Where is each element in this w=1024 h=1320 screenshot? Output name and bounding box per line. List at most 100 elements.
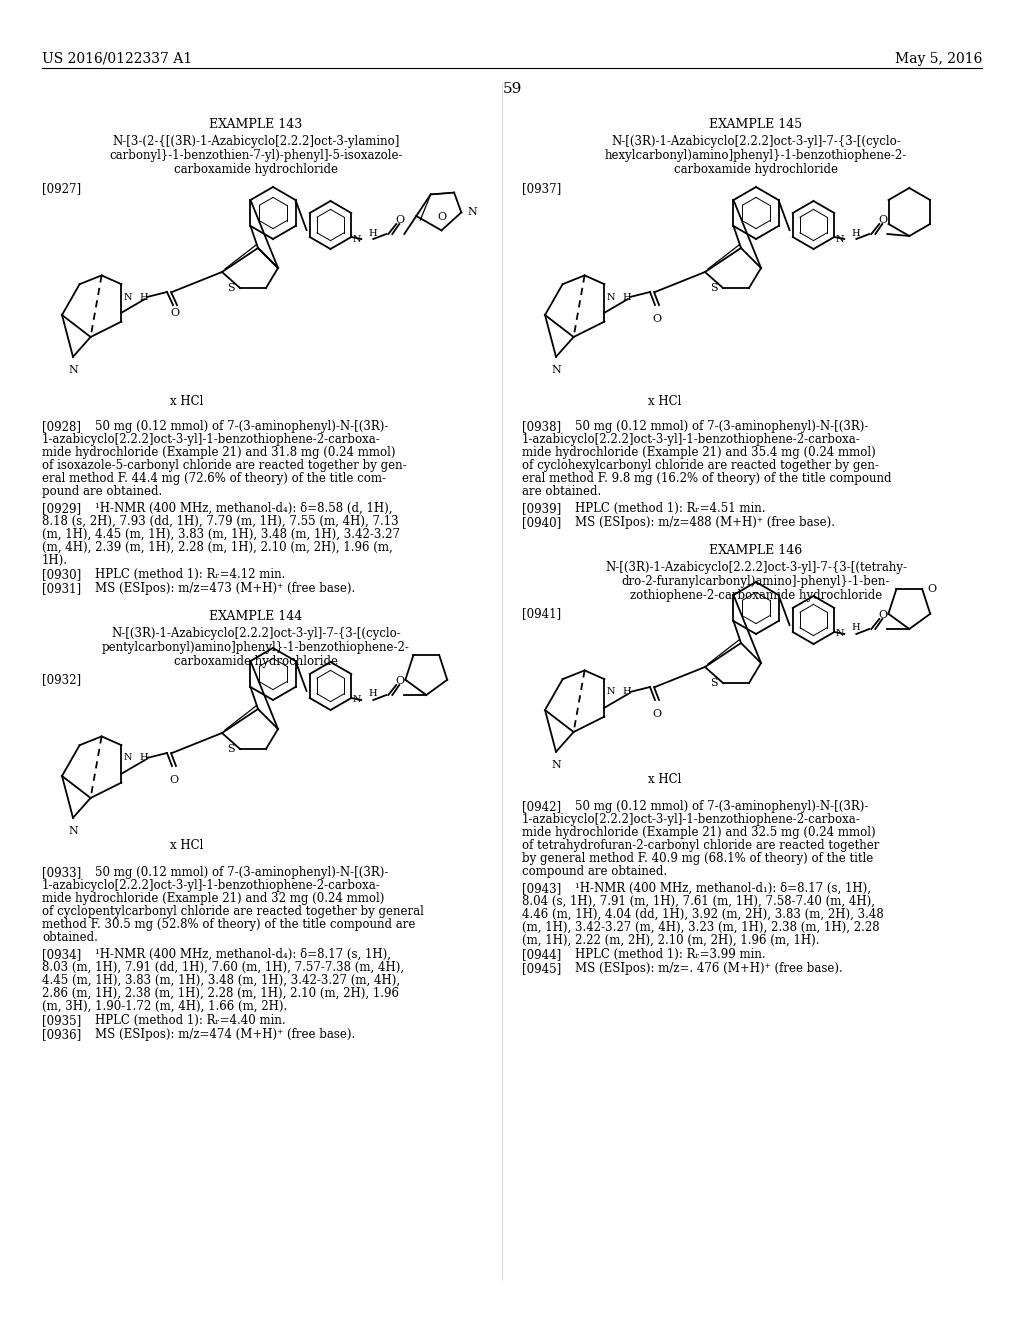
Text: carboxamide hydrochloride: carboxamide hydrochloride [174, 162, 338, 176]
Text: 50 mg (0.12 mmol) of 7-(3-aminophenyl)-N-[(3R)-: 50 mg (0.12 mmol) of 7-(3-aminophenyl)-N… [575, 420, 868, 433]
Text: compound are obtained.: compound are obtained. [522, 865, 667, 878]
Text: (m, 1H), 3.42-3.27 (m, 4H), 3.23 (m, 1H), 2.38 (m, 1H), 2.28: (m, 1H), 3.42-3.27 (m, 4H), 3.23 (m, 1H)… [522, 921, 880, 935]
Text: [0930]: [0930] [42, 568, 81, 581]
Text: EXAMPLE 144: EXAMPLE 144 [209, 610, 303, 623]
Text: (m, 3H), 1.90-1.72 (m, 4H), 1.66 (m, 2H).: (m, 3H), 1.90-1.72 (m, 4H), 1.66 (m, 2H)… [42, 1001, 288, 1012]
Text: S: S [227, 282, 234, 293]
Text: O: O [437, 213, 446, 222]
Text: method F. 30.5 mg (52.8% of theory) of the title compound are: method F. 30.5 mg (52.8% of theory) of t… [42, 917, 416, 931]
Text: N: N [467, 207, 477, 218]
Text: N: N [353, 696, 361, 705]
Text: [0945]: [0945] [522, 962, 561, 975]
Text: US 2016/0122337 A1: US 2016/0122337 A1 [42, 51, 193, 66]
Text: EXAMPLE 146: EXAMPLE 146 [710, 544, 803, 557]
Text: ¹H-NMR (400 MHz, methanol-d₄): δ=8.17 (s, 1H),: ¹H-NMR (400 MHz, methanol-d₄): δ=8.17 (s… [95, 948, 391, 961]
Text: N: N [69, 826, 78, 836]
Text: mide hydrochloride (Example 21) and 35.4 mg (0.24 mmol): mide hydrochloride (Example 21) and 35.4… [522, 446, 876, 459]
Text: O: O [170, 308, 179, 318]
Text: carboxamide hydrochloride: carboxamide hydrochloride [174, 655, 338, 668]
Text: 8.04 (s, 1H), 7.91 (m, 1H), 7.61 (m, 1H), 7.58-7.40 (m, 4H),: 8.04 (s, 1H), 7.91 (m, 1H), 7.61 (m, 1H)… [522, 895, 874, 908]
Text: of cyclopentylcarbonyl chloride are reacted together by general: of cyclopentylcarbonyl chloride are reac… [42, 906, 424, 917]
Text: 4.46 (m, 1H), 4.04 (dd, 1H), 3.92 (m, 2H), 3.83 (m, 2H), 3.48: 4.46 (m, 1H), 4.04 (dd, 1H), 3.92 (m, 2H… [522, 908, 884, 921]
Text: of cyclohexylcarbonyl chloride are reacted together by gen-: of cyclohexylcarbonyl chloride are react… [522, 459, 879, 473]
Text: eral method F. 9.8 mg (16.2% of theory) of the title compound: eral method F. 9.8 mg (16.2% of theory) … [522, 473, 892, 484]
Text: [0935]: [0935] [42, 1014, 81, 1027]
Text: H: H [622, 293, 631, 301]
Text: zothiophene-2-carboxamide hydrochloride: zothiophene-2-carboxamide hydrochloride [630, 589, 882, 602]
Text: HPLC (method 1): Rᵣ=3.99 min.: HPLC (method 1): Rᵣ=3.99 min. [575, 948, 766, 961]
Text: (m, 1H), 2.22 (m, 2H), 2.10 (m, 2H), 1.96 (m, 1H).: (m, 1H), 2.22 (m, 2H), 2.10 (m, 2H), 1.9… [522, 935, 819, 946]
Text: x HCl: x HCl [170, 840, 204, 851]
Text: 1-azabicyclo[2.2.2]oct-3-yl]-1-benzothiophene-2-carboxa-: 1-azabicyclo[2.2.2]oct-3-yl]-1-benzothio… [522, 813, 861, 826]
Text: [0927]: [0927] [42, 182, 81, 195]
Text: carboxamide hydrochloride: carboxamide hydrochloride [674, 162, 838, 176]
Text: 1-azabicyclo[2.2.2]oct-3-yl]-1-benzothiophene-2-carboxa-: 1-azabicyclo[2.2.2]oct-3-yl]-1-benzothio… [522, 433, 861, 446]
Text: 8.03 (m, 1H), 7.91 (dd, 1H), 7.60 (m, 1H), 7.57-7.38 (m, 4H),: 8.03 (m, 1H), 7.91 (dd, 1H), 7.60 (m, 1H… [42, 961, 404, 974]
Text: 1-azabicyclo[2.2.2]oct-3-yl]-1-benzothiophene-2-carboxa-: 1-azabicyclo[2.2.2]oct-3-yl]-1-benzothio… [42, 879, 381, 892]
Text: [0940]: [0940] [522, 516, 561, 529]
Text: O: O [879, 215, 888, 224]
Text: N: N [836, 630, 845, 639]
Text: EXAMPLE 143: EXAMPLE 143 [209, 117, 303, 131]
Text: [0938]: [0938] [522, 420, 561, 433]
Text: are obtained.: are obtained. [522, 484, 601, 498]
Text: N-[(3R)-1-Azabicyclo[2.2.2]oct-3-yl]-7-{3-[(cyclo-: N-[(3R)-1-Azabicyclo[2.2.2]oct-3-yl]-7-{… [611, 135, 901, 148]
Text: N-[(3R)-1-Azabicyclo[2.2.2]oct-3-yl]-7-{3-[(tetrahy-: N-[(3R)-1-Azabicyclo[2.2.2]oct-3-yl]-7-{… [605, 561, 907, 574]
Text: x HCl: x HCl [648, 774, 681, 785]
Text: 50 mg (0.12 mmol) of 7-(3-aminophenyl)-N-[(3R)-: 50 mg (0.12 mmol) of 7-(3-aminophenyl)-N… [575, 800, 868, 813]
Text: N-[(3R)-1-Azabicyclo[2.2.2]oct-3-yl]-7-{3-[(cyclo-: N-[(3R)-1-Azabicyclo[2.2.2]oct-3-yl]-7-{… [112, 627, 400, 640]
Text: carbonyl}-1-benzothien-7-yl)-phenyl]-5-isoxazole-: carbonyl}-1-benzothien-7-yl)-phenyl]-5-i… [110, 149, 402, 162]
Text: 50 mg (0.12 mmol) of 7-(3-aminophenyl)-N-[(3R)-: 50 mg (0.12 mmol) of 7-(3-aminophenyl)-N… [95, 420, 388, 433]
Text: N-[3-(2-{[(3R)-1-Azabicyclo[2.2.2]oct-3-ylamino]: N-[3-(2-{[(3R)-1-Azabicyclo[2.2.2]oct-3-… [113, 135, 399, 148]
Text: N: N [836, 235, 845, 243]
Text: mide hydrochloride (Example 21) and 31.8 mg (0.24 mmol): mide hydrochloride (Example 21) and 31.8… [42, 446, 395, 459]
Text: [0934]: [0934] [42, 948, 81, 961]
Text: H: H [851, 228, 860, 238]
Text: [0933]: [0933] [42, 866, 81, 879]
Text: HPLC (method 1): Rᵣ=4.51 min.: HPLC (method 1): Rᵣ=4.51 min. [575, 502, 766, 515]
Text: HPLC (method 1): Rᵣ=4.12 min.: HPLC (method 1): Rᵣ=4.12 min. [95, 568, 286, 581]
Text: H: H [369, 689, 377, 698]
Text: pentylcarbonyl)amino]phenyl}-1-benzothiophene-2-: pentylcarbonyl)amino]phenyl}-1-benzothio… [102, 642, 410, 653]
Text: 1H).: 1H). [42, 554, 68, 568]
Text: [0944]: [0944] [522, 948, 561, 961]
Text: N: N [606, 293, 615, 301]
Text: 2.86 (m, 1H), 2.38 (m, 1H), 2.28 (m, 1H), 2.10 (m, 2H), 1.96: 2.86 (m, 1H), 2.38 (m, 1H), 2.28 (m, 1H)… [42, 987, 399, 1001]
Text: EXAMPLE 145: EXAMPLE 145 [710, 117, 803, 131]
Text: [0928]: [0928] [42, 420, 81, 433]
Text: O: O [652, 709, 662, 719]
Text: [0942]: [0942] [522, 800, 561, 813]
Text: S: S [711, 282, 718, 293]
Text: (m, 1H), 4.45 (m, 1H), 3.83 (m, 1H), 3.48 (m, 1H), 3.42-3.27: (m, 1H), 4.45 (m, 1H), 3.83 (m, 1H), 3.4… [42, 528, 400, 541]
Text: pound are obtained.: pound are obtained. [42, 484, 162, 498]
Text: [0929]: [0929] [42, 502, 81, 515]
Text: O: O [928, 585, 936, 594]
Text: 8.18 (s, 2H), 7.93 (dd, 1H), 7.79 (m, 1H), 7.55 (m, 4H), 7.13: 8.18 (s, 2H), 7.93 (dd, 1H), 7.79 (m, 1H… [42, 515, 398, 528]
Text: hexylcarbonyl)amino]phenyl}-1-benzothiophene-2-: hexylcarbonyl)amino]phenyl}-1-benzothiop… [605, 149, 907, 162]
Text: H: H [622, 688, 631, 697]
Text: O: O [169, 775, 178, 785]
Text: MS (ESIpos): m/z=. 476 (M+H)⁺ (free base).: MS (ESIpos): m/z=. 476 (M+H)⁺ (free base… [575, 962, 843, 975]
Text: S: S [711, 678, 718, 688]
Text: H: H [139, 754, 147, 763]
Text: 59: 59 [503, 82, 521, 96]
Text: eral method F. 44.4 mg (72.6% of theory) of the title com-: eral method F. 44.4 mg (72.6% of theory)… [42, 473, 386, 484]
Text: [0941]: [0941] [522, 607, 561, 620]
Text: [0937]: [0937] [522, 182, 561, 195]
Text: HPLC (method 1): Rᵣ=4.40 min.: HPLC (method 1): Rᵣ=4.40 min. [95, 1014, 286, 1027]
Text: 4.45 (m, 1H), 3.83 (m, 1H), 3.48 (m, 1H), 3.42-3.27 (m, 4H),: 4.45 (m, 1H), 3.83 (m, 1H), 3.48 (m, 1H)… [42, 974, 400, 987]
Text: N: N [551, 364, 561, 375]
Text: ¹H-NMR (400 MHz, methanol-d₄): δ=8.58 (d, 1H),: ¹H-NMR (400 MHz, methanol-d₄): δ=8.58 (d… [95, 502, 392, 515]
Text: S: S [227, 744, 234, 754]
Text: by general method F. 40.9 mg (68.1% of theory) of the title: by general method F. 40.9 mg (68.1% of t… [522, 851, 873, 865]
Text: H: H [851, 623, 860, 632]
Text: of isoxazole-5-carbonyl chloride are reacted together by gen-: of isoxazole-5-carbonyl chloride are rea… [42, 459, 407, 473]
Text: x HCl: x HCl [648, 395, 681, 408]
Text: H: H [369, 228, 377, 238]
Text: N: N [353, 235, 361, 243]
Text: ¹H-NMR (400 MHz, methanol-d₁): δ=8.17 (s, 1H),: ¹H-NMR (400 MHz, methanol-d₁): δ=8.17 (s… [575, 882, 871, 895]
Text: N: N [551, 760, 561, 770]
Text: [0936]: [0936] [42, 1028, 81, 1041]
Text: N: N [124, 293, 132, 301]
Text: N: N [69, 364, 78, 375]
